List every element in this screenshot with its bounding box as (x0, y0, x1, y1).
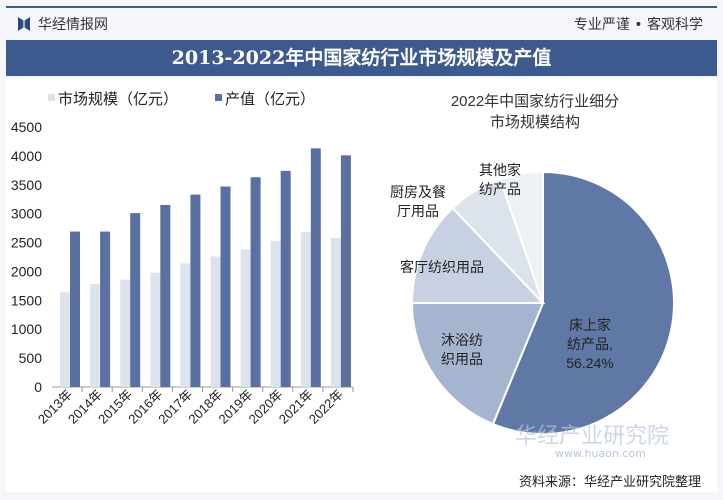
pie-label: 织用品 (441, 351, 483, 367)
pie-slice (498, 170, 544, 304)
bar-market (240, 249, 251, 387)
pie-label: 其他家 (479, 162, 521, 178)
brand-logo: 华经情报网 (18, 14, 108, 34)
pie-title: 2022年中国家纺行业细分 (451, 93, 619, 110)
y-tick-label: 1000 (11, 321, 42, 337)
bar-market (180, 263, 191, 387)
bar-output (100, 231, 111, 387)
bar-market (150, 272, 161, 387)
bar-output (70, 231, 80, 387)
pie-label: 床上家 (569, 317, 611, 333)
bar-output (250, 177, 261, 387)
page-title: 2013-2022年中国家纺行业市场规模及产值 (6, 40, 717, 76)
brand-name: 华经情报网 (38, 17, 108, 33)
pie-value-label: 56.24% (566, 355, 613, 371)
pie-label: 纺产品, (567, 336, 613, 352)
y-tick-label: 0 (34, 379, 42, 395)
y-tick-label: 500 (19, 350, 43, 366)
source-note: 资料来源：华经产业研究院整理 (518, 475, 701, 490)
legend-swatch (48, 94, 55, 101)
pie-label: 厅用品 (397, 203, 439, 219)
x-tick-label: 2022年 (306, 387, 346, 427)
bar-output (340, 155, 351, 387)
pie-label: 客厅纺织用品 (400, 259, 484, 275)
y-tick-label: 2000 (11, 263, 42, 279)
legend-swatch (215, 94, 222, 101)
bar-market (330, 237, 341, 387)
legend-label: 产值（亿元） (225, 91, 315, 108)
bar-market (210, 256, 221, 387)
y-tick-label: 3500 (11, 177, 42, 193)
pie-slice (491, 170, 675, 435)
bar-market (60, 292, 70, 387)
y-tick-label: 1500 (11, 292, 42, 308)
y-tick-label: 3000 (11, 206, 42, 222)
pie-label: 沐浴纺 (441, 332, 483, 348)
watermark-url: www.huaon.com (555, 447, 646, 460)
bar-market (120, 279, 131, 387)
pie-label: 厨房及餐 (390, 184, 446, 200)
legend-label: 市场规模（亿元） (58, 91, 178, 108)
bar-market (300, 232, 311, 387)
bar-market (90, 284, 101, 387)
bar-output (130, 213, 141, 387)
bar-output (160, 205, 171, 387)
pie-title-line2: 市场规模结构 (490, 114, 580, 131)
bar-output (220, 186, 231, 387)
bar-output (310, 148, 321, 387)
pie-slice (410, 302, 545, 426)
bar-output (190, 194, 201, 387)
pie-label: 纺产品 (479, 181, 521, 197)
y-tick-label: 4500 (11, 119, 42, 135)
bar-market (270, 240, 281, 387)
bar-output (280, 170, 291, 387)
pie-slice (410, 206, 546, 304)
y-tick-label: 4000 (11, 148, 42, 164)
top-rule (6, 6, 717, 8)
y-tick-label: 2500 (11, 235, 42, 251)
slogan: 专业严谨 • 客观科学 (573, 17, 703, 33)
watermark: 华经产业研究院 (515, 424, 670, 449)
